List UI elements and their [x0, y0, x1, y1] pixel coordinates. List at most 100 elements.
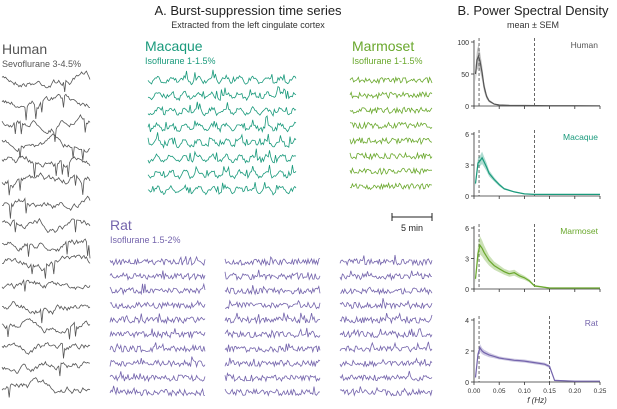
y-tick-label: 0	[465, 380, 469, 387]
y-tick-label: 50	[461, 72, 469, 79]
panel-b-title: B. Power Spectral Density	[457, 3, 609, 18]
x-axis-label: f (Hz)	[527, 396, 547, 405]
marmoset-trace	[349, 106, 433, 115]
y-tick-label: 100	[457, 40, 469, 47]
rat-trace	[224, 372, 321, 383]
human-trace	[2, 254, 91, 279]
rat-trace	[340, 286, 433, 296]
human-trace	[1, 278, 91, 292]
y-tick-label: 3	[465, 257, 469, 264]
macaque-trace	[147, 115, 297, 134]
rat-trace	[339, 386, 433, 397]
rat-trace	[109, 371, 206, 383]
y-tick-label: 6	[465, 132, 469, 139]
rat-trace	[224, 285, 321, 296]
marmoset-trace	[349, 151, 433, 161]
x-tick-label: 0.10	[518, 388, 531, 395]
sem-band-marmoset	[475, 236, 600, 289]
marmoset-anesthesia: Isoflurane 1-1.5%	[352, 56, 423, 66]
psd-panel-rat: 0 2 4 0.00 0.05 0.10 0.15 0.20 0.25 Rat	[465, 316, 607, 395]
human-trace	[1, 377, 91, 398]
time-series-traces	[1, 69, 433, 398]
scale-bar: 5 min	[391, 213, 433, 233]
macaque-trace	[147, 182, 297, 196]
rat-anesthesia: Isoflurane 1.5-2%	[110, 235, 181, 245]
rat-trace	[109, 342, 206, 354]
human-trace	[1, 113, 91, 142]
rat-trace	[109, 313, 206, 325]
rat-label: Rat	[110, 217, 132, 233]
rat-trace	[109, 282, 206, 296]
y-tick-label: 0	[465, 104, 469, 111]
y-tick-label: 3	[465, 163, 469, 170]
human-label: Human	[2, 41, 47, 57]
human-trace	[1, 133, 91, 161]
human-trace	[1, 217, 91, 234]
x-tick-label: 0.15	[543, 388, 556, 395]
psd-panel-human: 0 50 100 Human	[457, 38, 601, 111]
rat-trace	[339, 327, 433, 339]
y-tick-label: 0	[465, 287, 469, 294]
human-anesthesia: Sevoflurane 3-4.5%	[2, 59, 81, 69]
rat-trace	[224, 327, 321, 340]
human-trace	[1, 154, 91, 178]
x-tick-label: 0.00	[468, 388, 481, 395]
mean-line-human	[474, 54, 601, 107]
macaque-trace	[147, 101, 297, 117]
mean-line-rat	[474, 346, 600, 382]
rat-trace	[224, 386, 321, 397]
human-trace	[1, 172, 91, 196]
rat-trace	[339, 270, 433, 282]
human-trace	[1, 342, 91, 359]
human-trace	[1, 318, 91, 340]
psd-label-macaque: Macaque	[563, 132, 598, 142]
macaque-trace	[147, 85, 297, 102]
macaque-trace	[147, 69, 297, 86]
macaque-trace	[147, 132, 297, 149]
macaque-anesthesia: Isoflurane 1-1.5%	[145, 56, 216, 66]
panel-b-subtitle: mean ± SEM	[507, 20, 559, 30]
y-tick-label: 4	[465, 318, 469, 325]
marmoset-trace	[349, 136, 433, 146]
rat-trace	[339, 341, 433, 353]
psd-label-rat: Rat	[585, 318, 599, 328]
x-tick-label: 0.20	[568, 388, 581, 395]
rat-trace	[109, 356, 206, 369]
rat-trace	[109, 255, 206, 266]
rat-trace	[224, 343, 321, 354]
rat-trace	[224, 312, 321, 325]
sem-band-macaque	[475, 151, 600, 195]
marmoset-trace	[349, 76, 433, 85]
psd-panel-marmoset: 0 3 6 Marmoset	[465, 224, 601, 294]
panel-a-title: A. Burst-suppression time series	[154, 3, 342, 18]
sem-band-human	[475, 44, 600, 106]
rat-trace	[339, 357, 433, 368]
human-trace	[1, 195, 91, 219]
marmoset-trace	[349, 121, 433, 130]
rat-trace	[339, 312, 433, 325]
mean-line-marmoset	[474, 243, 600, 289]
rat-trace	[339, 298, 433, 310]
human-trace	[1, 301, 91, 324]
human-trace	[2, 238, 91, 259]
rat-trace	[224, 357, 321, 368]
psd-label-human: Human	[571, 40, 599, 50]
scale-bar-label: 5 min	[401, 223, 423, 233]
y-tick-label: 0	[465, 194, 469, 201]
rat-trace	[109, 270, 206, 281]
marmoset-label: Marmoset	[352, 38, 414, 54]
macaque-label: Macaque	[145, 38, 203, 54]
x-tick-label: 0.25	[594, 388, 607, 395]
rat-trace	[339, 254, 433, 267]
psd-panel-macaque: 0 3 6 Macaque	[465, 130, 601, 201]
macaque-trace	[147, 164, 297, 180]
y-tick-label: 6	[465, 226, 469, 233]
x-tick-label: 0.05	[493, 388, 506, 395]
marmoset-trace	[349, 91, 433, 100]
human-trace	[1, 70, 91, 92]
marmoset-trace	[349, 181, 433, 191]
panel-a-subtitle: Extracted from the left cingulate cortex	[171, 20, 325, 30]
rat-trace	[109, 385, 206, 397]
